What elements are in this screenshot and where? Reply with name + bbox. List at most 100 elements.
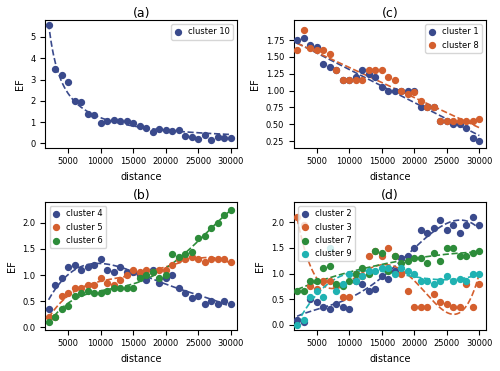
- cluster 3: [390, 253, 398, 259]
- cluster 4: [90, 262, 98, 267]
- cluster 10: [44, 22, 52, 28]
- cluster 8: [404, 91, 411, 97]
- cluster 4: [84, 264, 92, 270]
- cluster 7: [404, 258, 411, 264]
- cluster 8: [450, 118, 458, 124]
- cluster 8: [436, 118, 444, 124]
- cluster 8: [384, 74, 392, 80]
- cluster 9: [384, 266, 392, 272]
- cluster 5: [168, 262, 176, 267]
- cluster 3: [300, 222, 308, 228]
- cluster 8: [469, 118, 477, 124]
- cluster 9: [410, 270, 418, 276]
- cluster 1: [390, 88, 398, 93]
- cluster 4: [77, 267, 85, 273]
- cluster 8: [312, 47, 320, 53]
- cluster 8: [300, 27, 308, 33]
- cluster 2: [410, 245, 418, 251]
- cluster 3: [338, 293, 346, 299]
- cluster 3: [476, 281, 484, 287]
- cluster 9: [352, 278, 360, 284]
- cluster 7: [364, 270, 372, 276]
- cluster 9: [364, 268, 372, 274]
- cluster 2: [312, 299, 320, 305]
- cluster 1: [424, 104, 432, 110]
- cluster 5: [96, 275, 104, 280]
- cluster 8: [462, 118, 470, 124]
- cluster 6: [129, 285, 137, 291]
- cluster 5: [142, 267, 150, 273]
- cluster 8: [326, 50, 334, 56]
- cluster 10: [182, 133, 190, 139]
- cluster 1: [326, 64, 334, 70]
- cluster 8: [293, 47, 301, 53]
- cluster 10: [129, 120, 137, 126]
- cluster 5: [51, 314, 59, 320]
- cluster 8: [306, 45, 314, 51]
- cluster 1: [476, 138, 484, 144]
- cluster 7: [378, 250, 386, 256]
- cluster 9: [397, 266, 405, 272]
- cluster 10: [148, 129, 156, 135]
- cluster 2: [424, 230, 432, 236]
- cluster 7: [293, 289, 301, 295]
- cluster 6: [201, 233, 209, 239]
- Y-axis label: EF: EF: [7, 260, 17, 272]
- cluster 1: [450, 121, 458, 127]
- cluster 6: [182, 251, 190, 257]
- cluster 5: [129, 267, 137, 273]
- cluster 10: [70, 98, 78, 104]
- cluster 10: [116, 118, 124, 124]
- cluster 10: [84, 111, 92, 116]
- cluster 4: [116, 264, 124, 270]
- cluster 4: [148, 267, 156, 273]
- cluster 4: [44, 306, 52, 312]
- cluster 2: [404, 253, 411, 259]
- cluster 10: [122, 118, 130, 124]
- cluster 2: [326, 306, 334, 312]
- cluster 2: [332, 301, 340, 307]
- cluster 5: [227, 259, 235, 265]
- cluster 1: [345, 78, 353, 83]
- cluster 5: [110, 282, 118, 288]
- cluster 8: [332, 68, 340, 73]
- Y-axis label: EF: EF: [14, 78, 24, 90]
- cluster 5: [201, 259, 209, 265]
- cluster 4: [122, 269, 130, 275]
- cluster 9: [306, 293, 314, 299]
- cluster 9: [378, 266, 386, 272]
- cluster 6: [122, 285, 130, 291]
- cluster 7: [306, 278, 314, 284]
- cluster 2: [371, 286, 379, 292]
- cluster 1: [358, 68, 366, 73]
- cluster 5: [44, 314, 52, 320]
- cluster 4: [64, 264, 72, 270]
- cluster 7: [436, 258, 444, 264]
- cluster 6: [44, 319, 52, 325]
- cluster 8: [378, 68, 386, 73]
- cluster 1: [456, 121, 464, 127]
- cluster 8: [390, 78, 398, 83]
- cluster 5: [194, 256, 202, 262]
- cluster 9: [456, 276, 464, 282]
- cluster 2: [417, 227, 425, 233]
- cluster 10: [214, 134, 222, 140]
- cluster 7: [456, 253, 464, 259]
- cluster 10: [188, 134, 196, 140]
- Y-axis label: EF: EF: [256, 260, 266, 272]
- cluster 2: [358, 281, 366, 287]
- cluster 7: [345, 278, 353, 284]
- cluster 8: [476, 116, 484, 122]
- cluster 5: [148, 269, 156, 275]
- cluster 7: [352, 270, 360, 276]
- cluster 9: [338, 281, 346, 287]
- cluster 6: [155, 275, 163, 280]
- cluster 1: [378, 84, 386, 90]
- cluster 3: [332, 283, 340, 289]
- cluster 8: [456, 118, 464, 124]
- cluster 2: [300, 319, 308, 325]
- cluster 3: [462, 281, 470, 287]
- cluster 8: [371, 68, 379, 73]
- cluster 5: [188, 254, 196, 260]
- cluster 10: [227, 135, 235, 141]
